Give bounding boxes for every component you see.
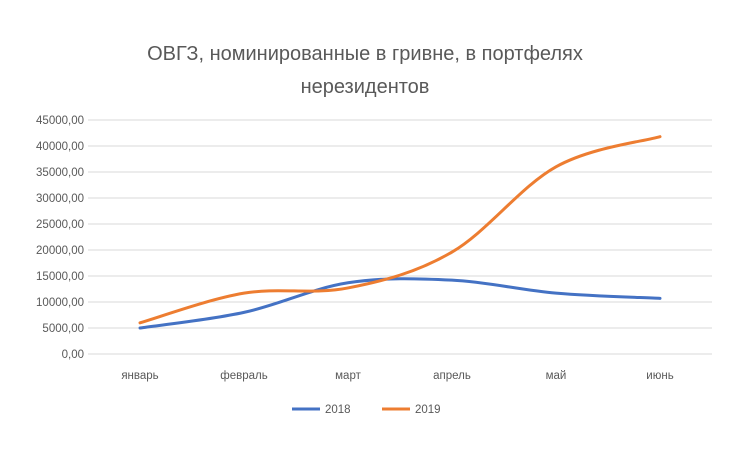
y-tick-label: 30000,00 — [36, 193, 84, 205]
legend-label-2018: 2018 — [325, 404, 351, 416]
chart-title: ОВГЗ, номинированные в гривне, в портфел… — [0, 38, 730, 104]
x-tick-label: апрель — [433, 370, 471, 382]
x-tick-label: май — [546, 370, 567, 382]
y-tick-label: 5000,00 — [42, 323, 84, 335]
y-tick-label: 45000,00 — [36, 115, 84, 127]
y-tick-label: 40000,00 — [36, 141, 84, 153]
series-line-2019 — [138, 135, 662, 325]
series-line-2018 — [138, 277, 662, 330]
y-tick-label: 20000,00 — [36, 245, 84, 257]
y-tick-label: 10000,00 — [36, 297, 84, 309]
chart-title-line-2: нерезидентов — [300, 76, 430, 98]
x-tick-label: июнь — [646, 370, 673, 382]
y-tick-label: 15000,00 — [36, 271, 84, 283]
x-tick-label: март — [335, 370, 361, 382]
x-tick-label: январь — [121, 370, 158, 382]
x-tick-label: февраль — [220, 370, 267, 382]
y-tick-label: 25000,00 — [36, 219, 84, 231]
legend-label-2019: 2019 — [415, 404, 441, 416]
y-tick-label: 0,00 — [62, 349, 84, 361]
y-tick-label: 35000,00 — [36, 167, 84, 179]
chart-title-line-1: ОВГЗ, номинированные в гривне, в портфел… — [147, 43, 583, 65]
